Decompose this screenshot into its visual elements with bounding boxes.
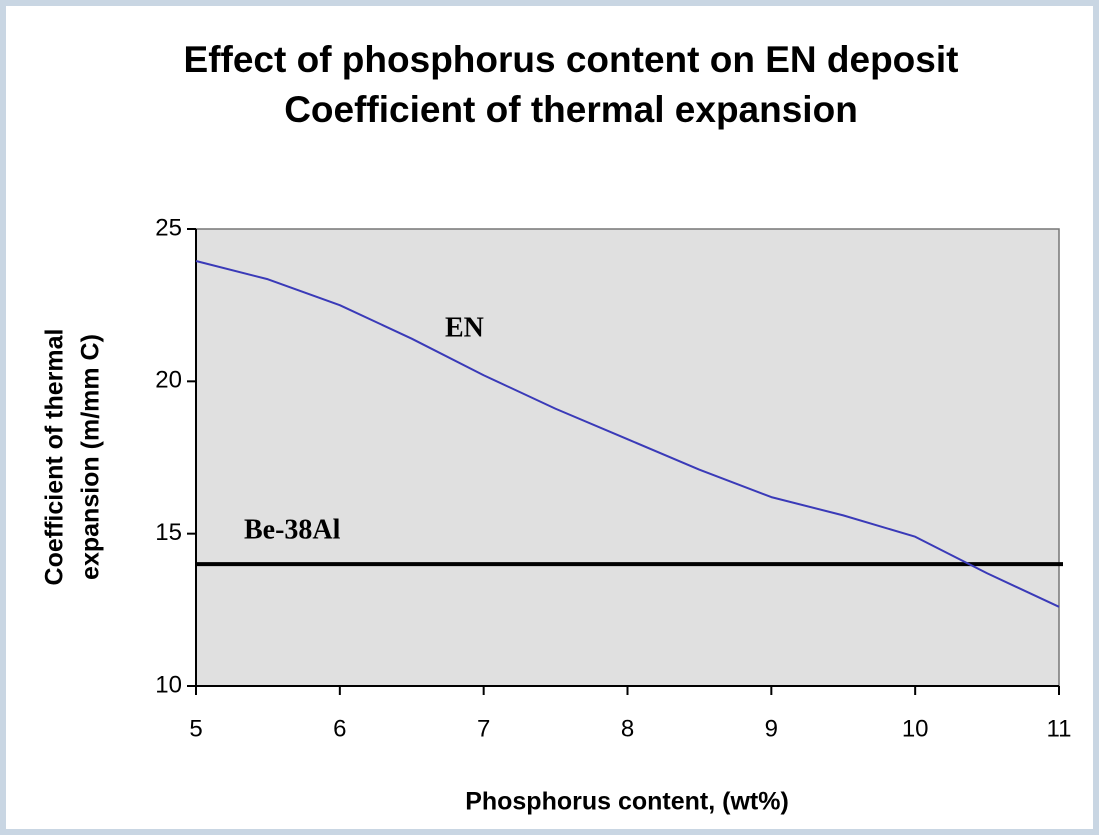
x-tick-label: 11	[1047, 715, 1072, 742]
data-line	[195, 260, 1060, 608]
plot-area	[195, 228, 1060, 687]
y-tick-label: 15	[155, 519, 182, 546]
y-tick-label: 20	[155, 367, 182, 394]
x-tick-label: 7	[477, 715, 490, 742]
x-axis-label: Phosphorus content, (wt%)	[465, 788, 789, 816]
chart-title: Effect of phosphorus content on EN depos…	[184, 39, 959, 80]
y-tick-label: 10	[155, 671, 182, 698]
y-tick-label: 25	[155, 214, 182, 241]
x-tick-label: 5	[189, 715, 202, 742]
chart-subtitle: Coefficient of thermal expansion	[284, 89, 858, 130]
x-tick-label: 6	[333, 715, 346, 742]
y-axis-label: Coefficient of thermal	[41, 329, 69, 586]
x-tick-label: 10	[902, 715, 929, 742]
x-tick-label: 9	[765, 715, 778, 742]
x-tick-label: 8	[621, 715, 634, 742]
reference-label: Be-38Al	[244, 515, 341, 546]
series-label: EN	[445, 312, 484, 343]
y-axis-label: expansion (m/mm C)	[77, 334, 105, 580]
